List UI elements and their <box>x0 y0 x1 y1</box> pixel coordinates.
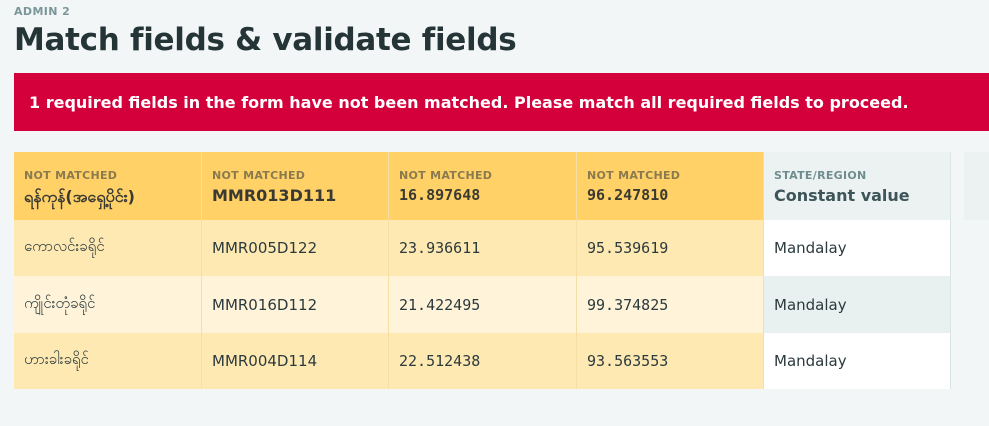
table-cell: 22.512438 <box>389 333 576 389</box>
match-status-label: NOT MATCHED <box>212 169 306 182</box>
match-status-label: NOT MATCHED <box>587 169 681 182</box>
table-cell: ဟားခါးခရိုင် <box>14 333 201 389</box>
column-header[interactable]: NOT MATCHED ရန်ကုန်(အရှေ့ပိုင်း) <box>14 152 201 220</box>
column-header[interactable]: NOT MATCHED 16.897648 <box>389 152 576 220</box>
table-cell: Mandalay <box>764 276 950 333</box>
table-cell: Mandalay <box>764 220 950 276</box>
match-status-label: STATE/REGION <box>774 169 867 182</box>
column-field-name: ရန်ကုန်(အရှေ့ပိုင်း) <box>24 187 135 206</box>
table-cell: 95.539619 <box>577 220 763 276</box>
table-cell: 99.374825 <box>577 276 763 333</box>
column-latitude[interactable]: NOT MATCHED 16.897648 23.936611 21.42249… <box>389 152 577 389</box>
page-eyebrow: ADMIN 2 <box>14 5 71 18</box>
column-header[interactable]: NOT MATCHED 96.247810 <box>577 152 763 220</box>
match-status-label: NOT MATCHED <box>24 169 118 182</box>
match-status-label: NOT MATCHED <box>399 169 493 182</box>
error-banner: 1 required fields in the form have not b… <box>14 73 989 131</box>
table-cell: MMR016D112 <box>202 276 388 333</box>
table-cell: Mandalay <box>764 333 950 389</box>
table-cell: 21.422495 <box>389 276 576 333</box>
column-field-name: 16.897648 <box>399 186 481 204</box>
table-cell: MMR004D114 <box>202 333 388 389</box>
next-column-edge <box>964 152 989 220</box>
table-cell: 93.563553 <box>577 333 763 389</box>
column-longitude[interactable]: NOT MATCHED 96.247810 95.539619 99.37482… <box>577 152 764 389</box>
column-header[interactable]: NOT MATCHED MMR013D111 <box>202 152 388 220</box>
field-matching-table: NOT MATCHED ရန်ကုန်(အရှေ့ပိုင်း) ကောလင်း… <box>14 152 989 389</box>
column-field-name: MMR013D111 <box>212 186 337 205</box>
column-pcode[interactable]: NOT MATCHED MMR013D111 MMR005D122 MMR016… <box>202 152 389 389</box>
table-cell: 23.936611 <box>389 220 576 276</box>
column-field-name: 96.247810 <box>587 186 669 204</box>
table-cell: ကောလင်းခရိုင် <box>14 220 201 276</box>
page-title: Match fields & validate fields <box>14 22 517 58</box>
column-header[interactable]: STATE/REGION Constant value <box>764 152 950 220</box>
error-message: 1 required fields in the form have not b… <box>29 92 909 112</box>
column-field-name: Constant value <box>774 186 910 205</box>
table-cell: ကျိုင်းတုံခရိုင် <box>14 276 201 333</box>
table-cell: MMR005D122 <box>202 220 388 276</box>
column-state-region[interactable]: STATE/REGION Constant value Mandalay Man… <box>764 152 951 389</box>
column-admin2-name[interactable]: NOT MATCHED ရန်ကုန်(အရှေ့ပိုင်း) ကောလင်း… <box>14 152 202 389</box>
